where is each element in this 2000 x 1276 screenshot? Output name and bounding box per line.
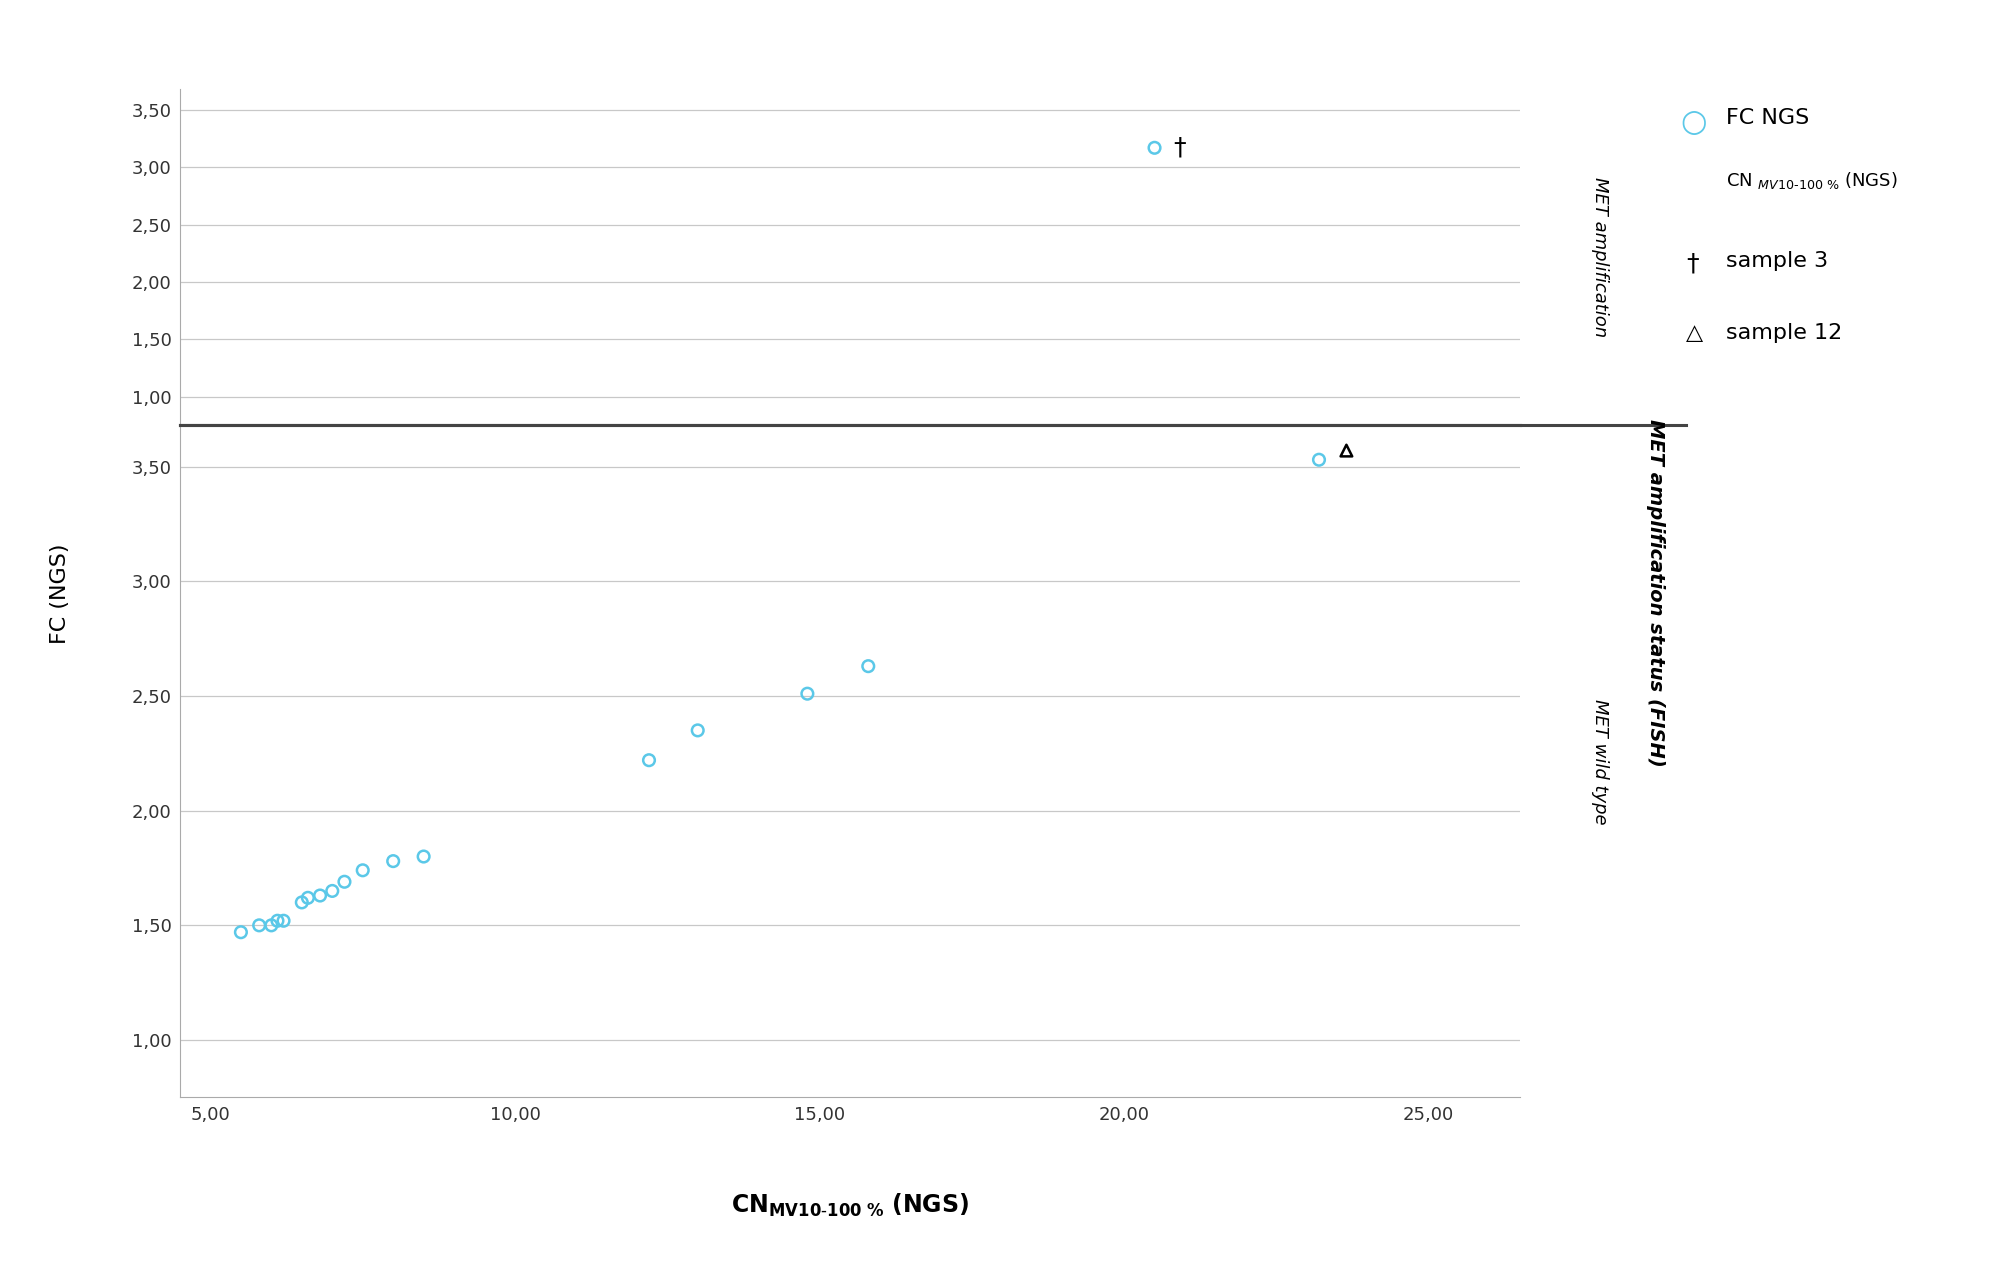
- Text: CN $_{MV10\text{-}100\ \%}$ (NGS): CN $_{MV10\text{-}100\ \%}$ (NGS): [1726, 170, 1898, 190]
- Text: MET amplification: MET amplification: [1592, 177, 1608, 337]
- Point: [852, 656, 884, 676]
- Point: [632, 750, 664, 771]
- Text: MET wild type: MET wild type: [1592, 698, 1608, 824]
- Point: [256, 915, 288, 935]
- Point: [408, 846, 440, 866]
- Point: [346, 860, 378, 880]
- Text: ○: ○: [1680, 108, 1706, 138]
- Text: FC (NGS): FC (NGS): [50, 544, 70, 643]
- Point: [262, 911, 294, 931]
- Text: FC NGS: FC NGS: [1726, 108, 1810, 129]
- Point: [286, 892, 318, 912]
- Point: [292, 888, 324, 909]
- Text: $\mathbf{CN}$$_{\mathbf{MV10\text{-}100\ \%}}$$\mathbf{\ (NGS)}$: $\mathbf{CN}$$_{\mathbf{MV10\text{-}100\…: [730, 1192, 970, 1220]
- Point: [1138, 138, 1170, 158]
- Text: †: †: [1686, 251, 1698, 276]
- Point: [792, 684, 824, 704]
- Point: [682, 720, 714, 740]
- Text: sample 12: sample 12: [1726, 323, 1842, 343]
- Text: MET amplification status (FISH): MET amplification status (FISH): [1646, 420, 1666, 767]
- Text: △: △: [1686, 323, 1704, 343]
- Text: †: †: [1172, 135, 1186, 160]
- Text: sample 3: sample 3: [1726, 251, 1828, 272]
- Point: [244, 915, 276, 935]
- Point: [304, 886, 336, 906]
- Point: [316, 880, 348, 901]
- Point: [1304, 449, 1336, 470]
- Point: [378, 851, 410, 872]
- Point: [328, 872, 360, 892]
- Point: [268, 911, 300, 931]
- Point: [224, 923, 256, 943]
- Point: [1330, 440, 1362, 461]
